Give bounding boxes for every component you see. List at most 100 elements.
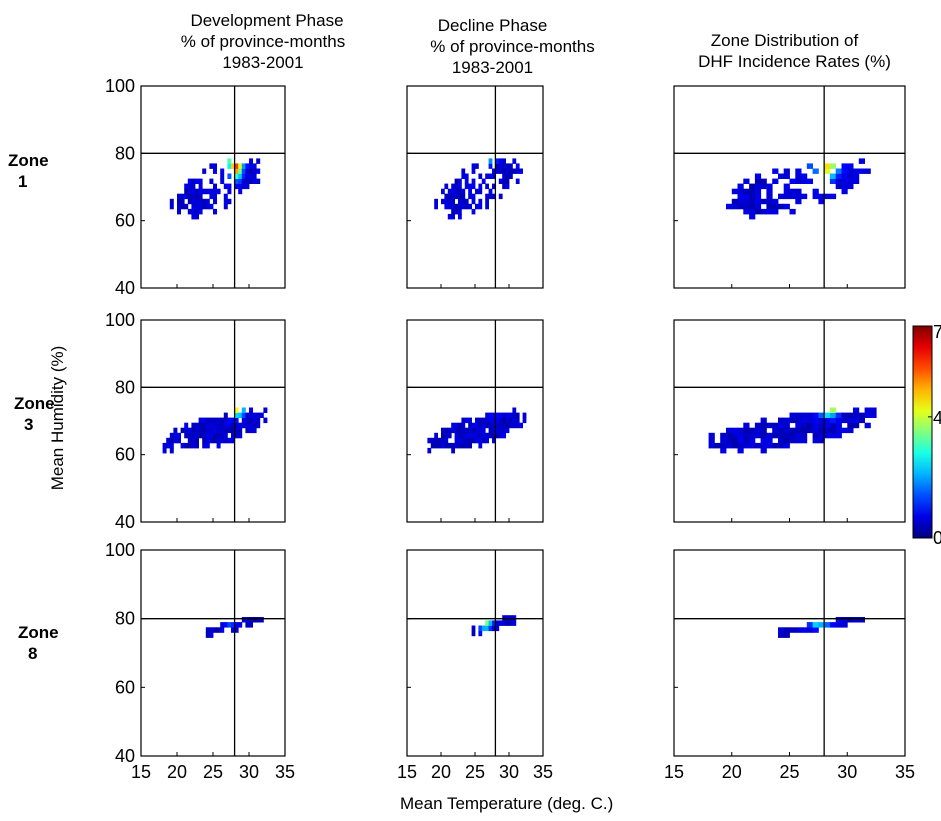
row-label-word: Zone xyxy=(18,623,59,642)
heatmap-cell xyxy=(760,178,767,184)
heatmap-cell xyxy=(783,627,790,633)
heatmap-cell xyxy=(502,417,506,424)
heatmap-cell xyxy=(468,432,472,439)
heatmap-cell xyxy=(223,422,228,429)
heatmap-cell xyxy=(749,427,756,434)
heatmap-cell xyxy=(806,627,813,633)
heatmap-cell xyxy=(789,178,796,184)
heatmap-cell xyxy=(447,193,452,200)
heatmap-cell xyxy=(223,437,228,444)
heatmap-cell xyxy=(191,193,196,200)
heatmap-cell xyxy=(726,437,733,444)
heatmap-cell xyxy=(205,198,210,205)
heatmap-cell xyxy=(772,422,779,429)
heatmap-cell xyxy=(485,203,489,210)
heatmap-cell xyxy=(468,193,472,200)
heatmap-cell xyxy=(858,168,865,174)
heatmap-cell xyxy=(754,183,762,190)
heatmap-cell xyxy=(835,622,842,628)
heatmap-cell xyxy=(795,417,802,424)
heatmap-cell xyxy=(220,173,225,179)
heatmap-cell xyxy=(835,427,842,434)
heatmap-cell xyxy=(471,437,476,444)
heatmap-cell xyxy=(754,427,762,434)
heatmap-cell xyxy=(481,427,486,434)
heatmap-cell xyxy=(795,193,802,200)
heatmap-cell xyxy=(471,432,476,439)
heatmap-cell xyxy=(249,427,253,434)
heatmap-cell xyxy=(754,198,762,205)
heatmap-cell xyxy=(858,617,865,623)
heatmap-cell xyxy=(468,183,472,190)
heatmap-cell xyxy=(437,442,442,449)
heatmap-cell xyxy=(795,178,802,184)
heatmap-cell xyxy=(778,427,785,434)
heatmap-cell xyxy=(209,417,214,424)
heatmap-cell xyxy=(783,417,790,424)
heatmap-cell xyxy=(737,427,744,434)
heatmap-cell xyxy=(492,432,496,439)
heatmap-cell xyxy=(795,412,802,418)
heatmap-cell xyxy=(195,213,199,220)
heatmap-cell xyxy=(829,173,837,179)
heatmap-cell xyxy=(835,432,842,439)
heatmap-cell xyxy=(475,188,479,195)
heatmap-cell xyxy=(216,422,221,429)
heatmap-cell xyxy=(198,417,203,424)
heatmap-cell xyxy=(488,173,493,179)
heatmap-cell xyxy=(468,203,472,210)
heatmap-cell xyxy=(454,203,459,210)
colorbar xyxy=(912,325,933,539)
heatmap-cell xyxy=(789,193,796,200)
heatmap-cell xyxy=(812,432,819,439)
heatmap-cell xyxy=(743,422,750,429)
heatmap-cell xyxy=(835,617,842,623)
heatmap-cell xyxy=(509,163,513,169)
heatmap-cell xyxy=(471,422,476,429)
heatmap-cell xyxy=(858,412,865,418)
heatmap-cell xyxy=(187,437,192,444)
heatmap-cell xyxy=(498,427,503,434)
heatmap-cell xyxy=(824,168,831,174)
heatmap-cell xyxy=(227,158,232,164)
heatmap-cell xyxy=(234,627,239,633)
heatmap-cell xyxy=(461,427,466,434)
heatmap-cell xyxy=(772,208,779,215)
heatmap-cell xyxy=(447,203,452,210)
heatmap-cell xyxy=(829,412,837,418)
heatmap-cell xyxy=(202,432,207,439)
heatmap-cell xyxy=(223,183,228,190)
heatmap-cell xyxy=(847,617,854,623)
heatmap-cell xyxy=(234,183,239,190)
heatmap-cell xyxy=(509,417,513,424)
heatmap-cell xyxy=(485,625,489,632)
heatmap-cell xyxy=(198,432,203,439)
heatmap-cell xyxy=(461,417,466,424)
heatmap-cell xyxy=(772,432,779,439)
heatmap-cell xyxy=(754,193,762,200)
column-title-line: % of province-months xyxy=(430,37,595,56)
heatmap-cell xyxy=(234,417,239,424)
heatmap-cell xyxy=(444,203,449,210)
heatmap-cell xyxy=(205,432,210,439)
heatmap-cell xyxy=(454,208,459,215)
heatmap-cell xyxy=(737,193,744,200)
heatmap-cell xyxy=(512,412,517,418)
heatmap-cell xyxy=(461,437,466,444)
heatmap-cell xyxy=(451,427,455,434)
heatmap-cell xyxy=(249,417,253,424)
heatmap-cell xyxy=(726,427,733,434)
heatmap-cell xyxy=(847,163,854,169)
heatmap-cell xyxy=(505,427,510,434)
heatmap-cell xyxy=(198,203,203,210)
heatmap-cell xyxy=(783,183,790,190)
heatmap-cell xyxy=(737,203,744,210)
heatmap-cell xyxy=(454,422,459,429)
heatmap-cell xyxy=(818,412,825,418)
heatmap-cell xyxy=(841,163,848,169)
heatmap-cell xyxy=(495,163,500,169)
heatmap-cell xyxy=(841,617,848,623)
heatmap-cell xyxy=(743,437,750,444)
column-title-line: 1983-2001 xyxy=(451,58,534,77)
heatmap-cell xyxy=(505,163,510,169)
